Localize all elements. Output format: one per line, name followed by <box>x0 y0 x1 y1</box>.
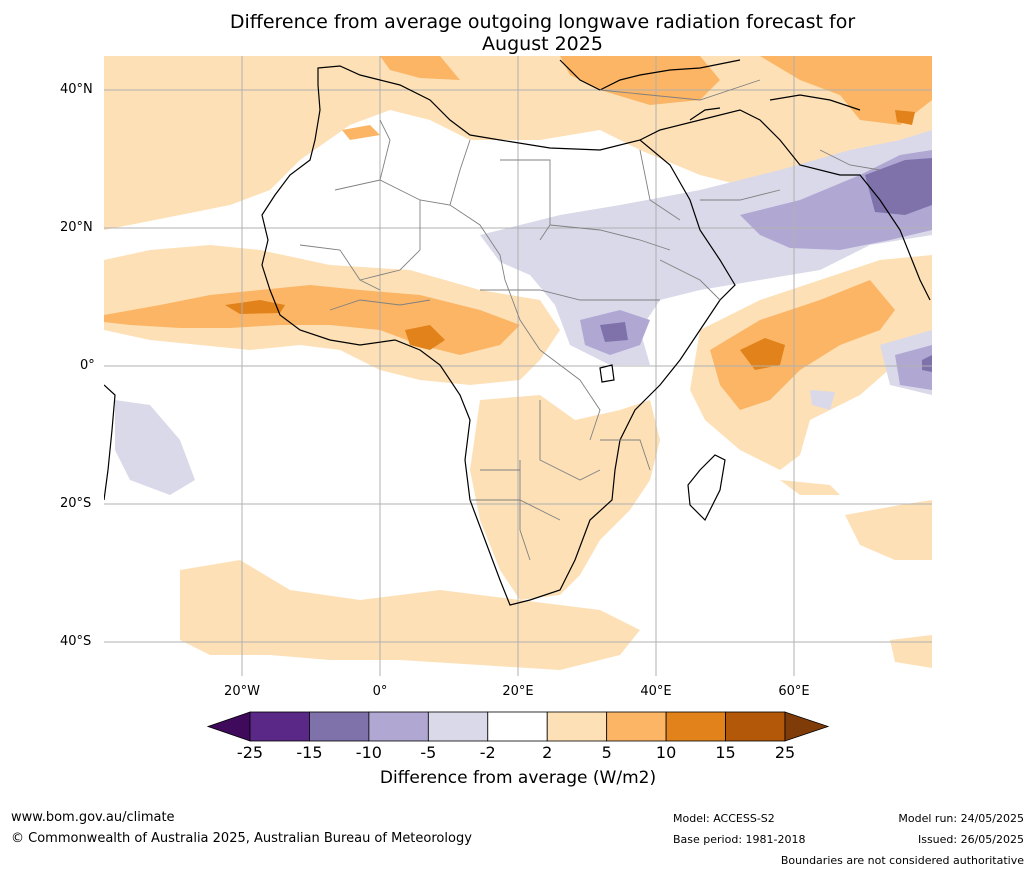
anomaly-dark-purple <box>600 158 932 372</box>
colorbar-tick-label: -25 <box>236 743 264 762</box>
colorbar-tick-label: -5 <box>420 743 437 762</box>
footer-model-run: Model run: 24/05/2025 <box>898 812 1024 825</box>
lat-label-20n: 20°N <box>60 220 93 235</box>
colorbar-segment <box>546 711 608 742</box>
lon-label-20w: 20°W <box>224 684 260 699</box>
colorbar <box>206 711 830 742</box>
footer-issued: Issued: 26/05/2025 <box>917 833 1024 846</box>
colorbar-tick-label: 5 <box>601 743 612 762</box>
colorbar-tick-label: -15 <box>296 743 323 762</box>
footer-disclaimer: Boundaries are not considered authoritat… <box>780 854 1024 867</box>
colorbar-label: Difference from average (W/m2) <box>379 768 657 788</box>
colorbar-segment <box>665 711 726 742</box>
footer-url[interactable]: www.bom.gov.au/climate <box>11 810 175 825</box>
footer-base-period: Base period: 1981-2018 <box>673 833 806 846</box>
colorbar-tick-label: 2 <box>542 743 553 762</box>
coastlines <box>104 59 931 606</box>
colorbar-tick-label: 25 <box>774 743 796 762</box>
lat-label-40n: 40°N <box>60 82 93 97</box>
colorbar-segment <box>368 711 429 742</box>
country-borders <box>299 79 881 561</box>
anomaly-dark-orange <box>225 110 915 370</box>
colorbar-segment <box>487 711 548 742</box>
colorbar-tick-label: 10 <box>655 743 677 762</box>
footer-copyright: © Commonwealth of Australia 2025, Austra… <box>11 831 472 846</box>
lon-label-0: 0° <box>372 684 388 699</box>
colorbar-tick-label: -10 <box>355 743 382 762</box>
olr-anomaly-map <box>104 56 932 676</box>
lat-label-20s: 20°S <box>60 496 92 511</box>
lat-label-eq: 0° <box>80 358 95 373</box>
map-title-line1: Difference from average outgoing longwav… <box>229 11 856 33</box>
colorbar-tick-label: -2 <box>479 743 496 762</box>
colorbar-extend-min <box>206 711 251 742</box>
colorbar-extend-max <box>784 711 830 742</box>
colorbar-segment <box>249 711 310 742</box>
colorbar-segment <box>427 711 489 742</box>
colorbar-tick-label: 15 <box>715 743 736 762</box>
lon-label-20e: 20°E <box>502 684 534 699</box>
lon-label-60e: 60°E <box>778 684 810 699</box>
lon-label-40e: 40°E <box>640 684 672 699</box>
map-title-line2: August 2025 <box>482 33 603 55</box>
lat-label-40s: 40°S <box>60 634 92 649</box>
colorbar-segment <box>725 711 786 742</box>
colorbar-segment <box>309 711 370 742</box>
graticule <box>104 56 932 676</box>
colorbar-segment <box>606 711 667 742</box>
footer-model: Model: ACCESS-S2 <box>673 812 775 825</box>
